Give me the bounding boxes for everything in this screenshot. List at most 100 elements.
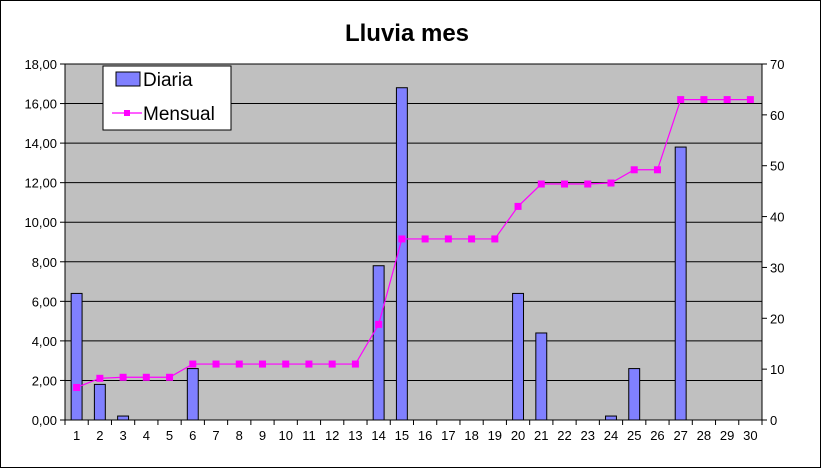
- right-tick-label: 50: [770, 159, 784, 174]
- point-mensual: [630, 166, 638, 174]
- x-tick-label: 20: [511, 428, 525, 443]
- bar-diaria: [674, 146, 687, 421]
- right-tick-label: 10: [770, 362, 784, 377]
- x-tick-label: 12: [325, 428, 339, 443]
- chart-title: Lluvia mes: [345, 20, 469, 47]
- point-mensual: [723, 96, 731, 104]
- bar-diaria: [70, 292, 83, 421]
- left-tick-label: 8,00: [32, 255, 57, 270]
- bar-diaria: [628, 368, 641, 421]
- point-mensual: [607, 179, 615, 187]
- right-tick-label: 0: [770, 413, 777, 428]
- left-tick-label: 6,00: [32, 294, 57, 309]
- x-tick-label: 29: [720, 428, 734, 443]
- bar-diaria: [512, 292, 525, 421]
- legend-swatch-diaria: [115, 71, 141, 87]
- point-mensual: [189, 360, 197, 368]
- left-tick-label: 2,00: [32, 373, 57, 388]
- x-tick-label: 3: [119, 428, 126, 443]
- x-tick-label: 16: [418, 428, 432, 443]
- left-tick-label: 10,00: [24, 215, 57, 230]
- x-tick-label: 13: [348, 428, 362, 443]
- x-tick-label: 6: [189, 428, 196, 443]
- legend-swatch-mensual-marker: [124, 110, 130, 116]
- x-tick-label: 7: [212, 428, 219, 443]
- left-tick-label: 14,00: [24, 136, 57, 151]
- point-mensual: [514, 202, 522, 210]
- left-tick-label: 4,00: [32, 334, 57, 349]
- point-mensual: [282, 360, 290, 368]
- point-mensual: [700, 96, 708, 104]
- right-tick-label: 20: [770, 311, 784, 326]
- point-mensual: [468, 235, 476, 243]
- bar-diaria: [605, 415, 617, 421]
- point-mensual: [351, 360, 359, 368]
- x-tick-label: 11: [302, 428, 316, 443]
- point-mensual: [746, 96, 754, 104]
- legend: Diaria Mensual: [102, 65, 232, 131]
- left-tick-label: 16,00: [24, 97, 57, 112]
- x-tick-label: 10: [278, 428, 292, 443]
- left-tick-label: 12,00: [24, 176, 57, 191]
- x-tick-label: 21: [534, 428, 548, 443]
- right-tick-label: 70: [770, 57, 784, 72]
- legend-label-mensual: Mensual: [143, 104, 215, 125]
- point-mensual: [166, 373, 174, 381]
- left-tick-label: 0,00: [32, 413, 57, 428]
- x-tick-label: 14: [371, 428, 385, 443]
- right-axis-ticks: 0 10 20 30 40 50 60 70: [762, 57, 784, 428]
- point-mensual: [212, 360, 220, 368]
- point-mensual: [235, 360, 243, 368]
- line-mensual-path: [76, 98, 751, 389]
- x-tick-label: 2: [96, 428, 103, 443]
- x-tick-label: 25: [627, 428, 641, 443]
- point-mensual: [119, 373, 127, 381]
- bar-diaria: [535, 332, 548, 421]
- x-axis-ticks: 1 2 3 4 5 6 7 8 9 10 11 12 13 14 15 16 17 18 19 20 21 22 23 24 2…: [64, 420, 763, 443]
- x-tick-label: 24: [604, 428, 618, 443]
- point-mensual: [444, 235, 452, 243]
- x-tick-label: 17: [441, 428, 455, 443]
- point-mensual: [398, 235, 406, 243]
- point-mensual: [653, 166, 661, 174]
- x-tick-label: 19: [488, 428, 502, 443]
- right-tick-label: 40: [770, 210, 784, 225]
- x-tick-label: 27: [673, 428, 687, 443]
- bar-diaria: [186, 368, 199, 421]
- point-mensual: [491, 235, 499, 243]
- point-mensual: [142, 373, 150, 381]
- x-tick-label: 28: [697, 428, 711, 443]
- right-tick-label: 30: [770, 260, 784, 275]
- point-mensual: [421, 235, 429, 243]
- x-tick-label: 18: [464, 428, 478, 443]
- x-tick-label: 23: [581, 428, 595, 443]
- x-tick-label: 22: [557, 428, 571, 443]
- bar-diaria: [372, 265, 385, 421]
- point-mensual: [96, 374, 104, 382]
- point-mensual: [537, 180, 545, 188]
- line-mensual: [73, 96, 754, 391]
- x-tick-label: 26: [650, 428, 664, 443]
- x-tick-label: 1: [73, 428, 80, 443]
- x-tick-label: 4: [143, 428, 150, 443]
- bar-diaria: [117, 415, 130, 421]
- bars-diaria: [70, 87, 687, 421]
- x-tick-label: 30: [743, 428, 757, 443]
- x-tick-label: 8: [236, 428, 243, 443]
- point-mensual: [584, 180, 592, 188]
- point-mensual: [305, 360, 313, 368]
- point-mensual: [328, 360, 336, 368]
- x-tick-label: 9: [259, 428, 266, 443]
- point-mensual: [258, 360, 266, 368]
- left-tick-label: 18,00: [24, 57, 57, 72]
- x-tick-label: 5: [166, 428, 173, 443]
- point-mensual: [561, 180, 569, 188]
- right-tick-label: 60: [770, 108, 784, 123]
- bar-diaria: [93, 383, 106, 421]
- point-mensual: [677, 96, 685, 104]
- point-mensual: [375, 320, 383, 328]
- x-tick-label: 15: [395, 428, 409, 443]
- left-axis-ticks: 0,00 2,00 4,00 6,00 8,00 10,00 12,00 14,00 16,00…: [24, 57, 65, 428]
